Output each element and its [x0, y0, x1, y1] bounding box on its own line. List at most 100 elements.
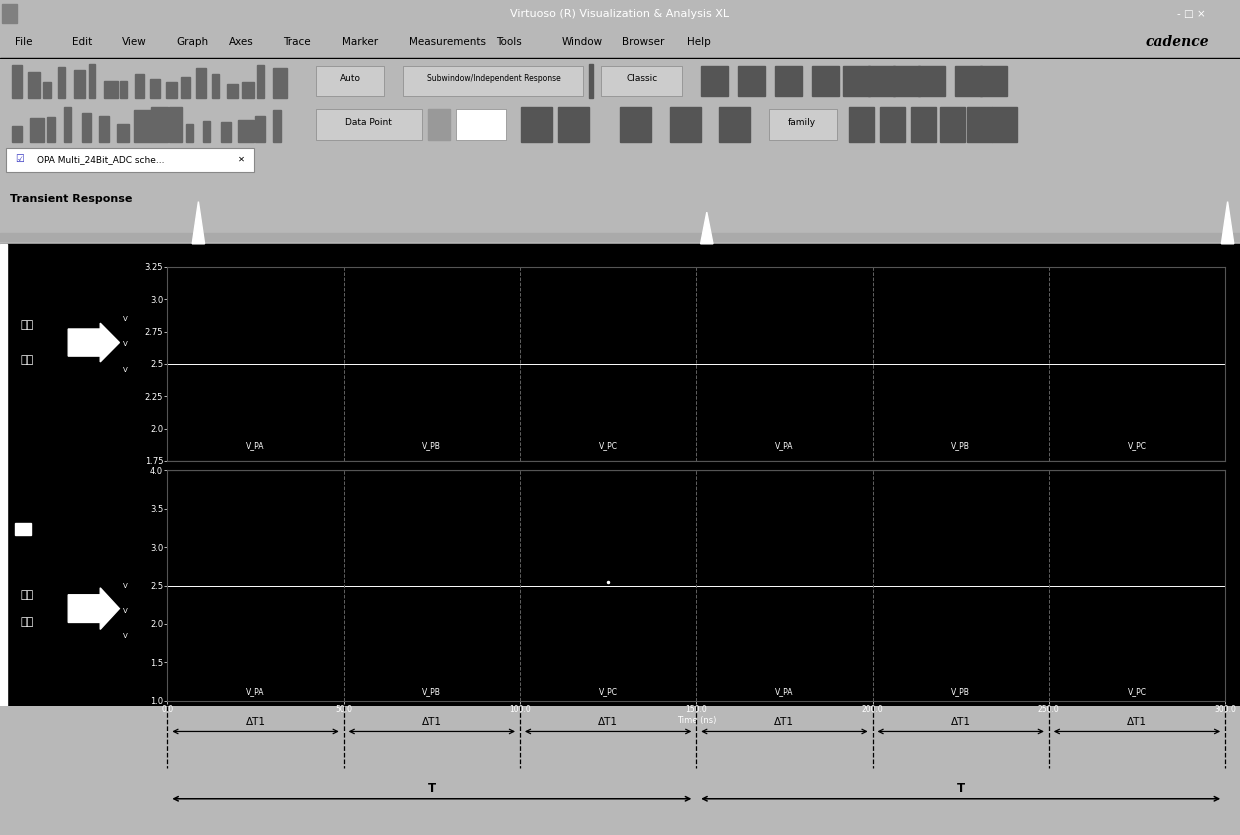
Bar: [99, 116, 109, 142]
Bar: [227, 84, 238, 99]
Text: ΔT1: ΔT1: [246, 717, 265, 727]
Bar: [967, 107, 992, 142]
Bar: [73, 70, 86, 99]
Bar: [558, 107, 589, 142]
Text: Measurements: Measurements: [409, 37, 486, 47]
Text: Graph: Graph: [176, 37, 208, 47]
Bar: [992, 107, 1017, 142]
Bar: [273, 109, 280, 142]
Bar: [64, 107, 71, 142]
Text: Classic: Classic: [626, 74, 658, 84]
Bar: [119, 81, 128, 99]
Text: V_PA: V_PA: [775, 687, 794, 696]
Bar: [47, 117, 55, 142]
Bar: [43, 82, 51, 99]
Bar: [880, 107, 905, 142]
Bar: [150, 79, 160, 99]
Text: Edit: Edit: [72, 37, 92, 47]
Bar: [2, 4, 17, 23]
Bar: [181, 78, 190, 99]
Text: File: File: [15, 37, 32, 47]
Bar: [135, 74, 144, 99]
Text: Window: Window: [562, 37, 603, 47]
Text: 频信: 频信: [20, 355, 33, 365]
Bar: [196, 68, 206, 99]
Text: ΔT1: ΔT1: [775, 717, 795, 727]
Bar: [980, 66, 1007, 96]
Bar: [151, 108, 167, 142]
Bar: [893, 66, 920, 96]
Bar: [589, 63, 593, 99]
Text: 高信: 高信: [20, 320, 33, 330]
FancyBboxPatch shape: [403, 66, 583, 96]
Bar: [134, 110, 151, 142]
Text: Virtuoso (R) Visualization & Analysis XL: Virtuoso (R) Visualization & Analysis XL: [511, 9, 729, 18]
Text: ✕: ✕: [238, 154, 246, 164]
Bar: [868, 66, 895, 96]
Bar: [186, 124, 193, 142]
Polygon shape: [701, 212, 713, 244]
Text: V: V: [123, 583, 128, 589]
FancyArrow shape: [68, 323, 119, 362]
Text: Tools: Tools: [496, 37, 522, 47]
FancyArrow shape: [68, 588, 119, 630]
Text: V: V: [123, 608, 128, 614]
Text: V_PB: V_PB: [951, 442, 970, 451]
Text: cadence: cadence: [1146, 35, 1209, 48]
Bar: [12, 64, 22, 99]
Text: V: V: [123, 367, 128, 372]
Bar: [955, 66, 982, 96]
Text: Help: Help: [687, 37, 711, 47]
Text: Axes: Axes: [229, 37, 254, 47]
FancyBboxPatch shape: [316, 66, 384, 96]
Bar: [738, 66, 765, 96]
Text: V_PB: V_PB: [423, 442, 441, 451]
Text: T: T: [956, 782, 965, 795]
Text: V_PB: V_PB: [951, 687, 970, 696]
Bar: [104, 81, 118, 99]
Bar: [521, 107, 552, 142]
Polygon shape: [1221, 201, 1234, 244]
Bar: [273, 68, 288, 99]
Text: Marker: Marker: [342, 37, 378, 47]
Bar: [238, 120, 253, 142]
Text: V_PA: V_PA: [247, 687, 265, 696]
Text: Data Point: Data Point: [345, 118, 392, 127]
Bar: [0, 58, 1240, 59]
Bar: [775, 66, 802, 96]
Bar: [82, 113, 91, 142]
Bar: [58, 67, 64, 99]
Bar: [30, 119, 43, 142]
Bar: [27, 73, 40, 99]
Text: V_PA: V_PA: [247, 442, 265, 451]
Text: Browser: Browser: [622, 37, 665, 47]
Bar: [918, 66, 945, 96]
Text: Transient Response: Transient Response: [10, 194, 133, 204]
Text: OPA Multi_24Bit_ADC sche...: OPA Multi_24Bit_ADC sche...: [37, 154, 165, 164]
Text: V: V: [123, 633, 128, 640]
Text: Trace: Trace: [283, 37, 310, 47]
Text: V: V: [123, 316, 128, 322]
Text: V_PC: V_PC: [599, 442, 618, 451]
Bar: [428, 109, 450, 139]
Bar: [89, 64, 95, 99]
Text: ΔT1: ΔT1: [951, 717, 971, 727]
Text: 频信: 频信: [20, 617, 33, 627]
Bar: [255, 116, 265, 142]
FancyBboxPatch shape: [601, 66, 682, 96]
Text: family: family: [789, 118, 816, 127]
Text: Auto: Auto: [341, 74, 361, 84]
Text: ☑: ☑: [15, 154, 24, 164]
Bar: [258, 65, 264, 99]
Bar: [117, 124, 129, 142]
Bar: [843, 66, 870, 96]
Text: Subwindow/Independent Response: Subwindow/Independent Response: [427, 74, 560, 84]
Bar: [940, 107, 965, 142]
FancyBboxPatch shape: [456, 109, 506, 139]
Bar: [670, 107, 701, 142]
Text: V_PC: V_PC: [599, 687, 618, 696]
X-axis label: Time (ns): Time (ns): [677, 716, 715, 725]
Text: T: T: [428, 782, 436, 795]
Text: V_PB: V_PB: [423, 687, 441, 696]
Bar: [719, 107, 750, 142]
